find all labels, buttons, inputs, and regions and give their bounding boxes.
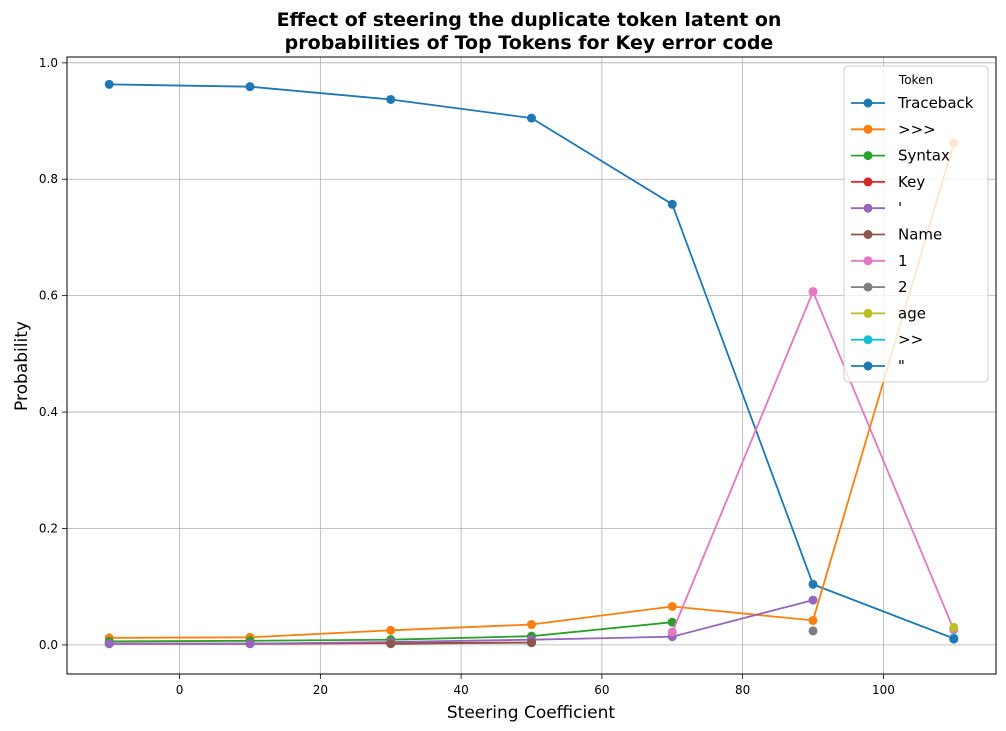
data-point (245, 639, 255, 649)
legend-item: Traceback (851, 94, 974, 112)
legend-label: Name (898, 226, 942, 244)
series-7 (808, 626, 818, 636)
legend-box (843, 65, 989, 383)
legend-item: ' (851, 199, 902, 217)
legend-marker (863, 335, 873, 345)
data-point (245, 82, 255, 92)
legend-item: 1 (851, 252, 908, 270)
legend-marker (863, 203, 873, 213)
series-layer (104, 79, 959, 649)
plot-frame (66, 56, 997, 675)
y-axis: 0.0 0.2 0.4 0.6 0.8 1.0 (39, 56, 67, 652)
data-point (386, 639, 396, 649)
x-tick-label: 80 (735, 683, 750, 697)
data-point (667, 199, 677, 209)
data-point (808, 615, 818, 625)
legend-label: " (898, 357, 905, 375)
legend-item: Key (851, 173, 925, 191)
series-line (109, 599, 814, 645)
y-tick-label: 1.0 (39, 56, 58, 70)
legend-label: Syntax (898, 147, 950, 165)
legend-items: Traceback >>> Syntax Key ' Name 1 2 age >> " (851, 94, 974, 375)
x-tick-label: 100 (872, 683, 895, 697)
data-point (808, 287, 818, 297)
x-axis: 0 20 40 60 80 100 (176, 674, 895, 697)
y-tick-label: 0.8 (39, 172, 58, 186)
legend-marker (863, 256, 873, 266)
y-axis-label: Probability (12, 321, 32, 411)
data-point (949, 622, 959, 632)
legend: Token Traceback >>> Syntax Key ' Name 1 2 age >> " (843, 65, 989, 383)
legend-marker (863, 177, 873, 187)
legend-marker (863, 151, 873, 161)
legend-label: 2 (898, 278, 908, 296)
series-1 (104, 138, 959, 643)
data-point (527, 620, 536, 630)
series-8 (949, 622, 959, 632)
legend-marker (863, 124, 873, 134)
data-point (527, 113, 536, 123)
legend-item: Name (851, 226, 942, 244)
data-point (527, 638, 536, 648)
y-tick-label: 0.6 (39, 289, 58, 303)
x-tick-label: 40 (453, 683, 468, 697)
data-point (386, 625, 396, 635)
legend-marker (863, 308, 873, 318)
data-point (949, 634, 959, 644)
legend-label: Traceback (897, 94, 974, 112)
legend-item: age (851, 304, 926, 322)
legend-marker (863, 230, 873, 239)
x-tick-label: 0 (176, 683, 184, 697)
x-tick-label: 20 (313, 683, 328, 697)
y-tick-label: 0.0 (39, 638, 58, 652)
data-point (667, 627, 677, 637)
y-tick-label: 0.4 (39, 405, 58, 419)
data-point (667, 601, 677, 611)
legend-label: Key (898, 173, 925, 191)
series-line (109, 83, 955, 640)
legend-label: >> (898, 331, 923, 349)
data-point (808, 579, 818, 589)
legend-marker (863, 361, 873, 371)
legend-title: Token (898, 73, 933, 87)
legend-label: age (898, 304, 926, 322)
legend-marker (863, 98, 873, 108)
series-line (109, 142, 955, 639)
chart-title-line-1: Effect of steering the duplicate token l… (277, 9, 782, 31)
data-point (104, 639, 114, 649)
legend-item: >>> (851, 120, 936, 138)
data-point (104, 79, 114, 89)
legend-item: 2 (851, 278, 908, 296)
y-tick-label: 0.2 (39, 521, 58, 535)
data-point (386, 94, 396, 104)
legend-label: ' (898, 199, 902, 217)
legend-label: 1 (898, 252, 908, 270)
data-point (808, 626, 818, 636)
series-5 (386, 638, 536, 649)
data-point (808, 595, 818, 605)
legend-item: " (851, 357, 905, 375)
x-axis-label: Steering Coefficient (447, 703, 616, 723)
series-0 (104, 79, 959, 643)
series-10 (949, 634, 959, 644)
x-tick-label: 60 (594, 683, 609, 697)
legend-item: Syntax (851, 147, 950, 165)
series-line (390, 641, 532, 645)
legend-item: >> (851, 331, 923, 349)
chart-title-line-2: probabilities of Top Tokens for Key erro… (285, 32, 774, 54)
legend-marker (863, 282, 873, 292)
legend-label: >>> (898, 120, 936, 138)
